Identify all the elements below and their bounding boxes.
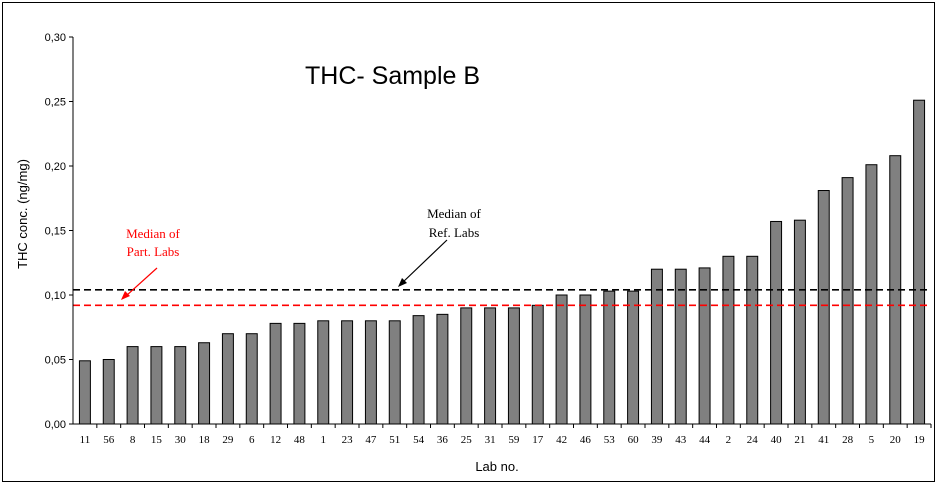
x-tick-label: 23	[342, 434, 354, 446]
bar-lab-53	[603, 290, 616, 425]
bar-lab-43	[674, 268, 687, 425]
bar-lab-60	[627, 290, 640, 425]
bar-lab-44	[698, 267, 711, 425]
x-tick-label: 6	[249, 434, 255, 446]
bar-lab-8	[126, 346, 139, 425]
bar-lab-17	[531, 304, 544, 425]
bar-lab-41	[817, 190, 830, 425]
x-tick-label: 2	[726, 434, 732, 446]
bar-lab-28	[841, 177, 854, 425]
ref-labs-label-line2: Ref. Labs	[429, 225, 480, 240]
x-tick-label: 5	[869, 434, 875, 446]
bar-lab-19	[913, 99, 926, 425]
bar-lab-12	[269, 322, 282, 425]
ref-labs-label-line1: Median of	[427, 206, 481, 221]
x-tick-label: 47	[365, 434, 377, 446]
x-tick-label: 8	[130, 434, 136, 446]
x-tick-label: 44	[699, 434, 711, 446]
x-tick-label: 46	[580, 434, 592, 446]
y-tick-label: 0,05	[45, 355, 66, 367]
y-tick-label: 0,00	[45, 419, 66, 431]
y-tick-label: 0,15	[45, 226, 66, 238]
bar-lab-24	[746, 255, 759, 425]
bar-lab-18	[198, 342, 211, 425]
bar-lab-25	[460, 307, 473, 425]
x-tick-label: 18	[199, 434, 211, 446]
x-tick-label: 39	[651, 434, 663, 446]
bar-lab-11	[78, 360, 91, 425]
bar-lab-23	[341, 320, 354, 425]
x-tick-label: 12	[270, 434, 281, 446]
x-tick-label: 24	[747, 434, 759, 446]
bar-lab-31	[484, 307, 497, 425]
bar-lab-2	[722, 255, 735, 425]
ref-labs-arrow-head	[398, 278, 407, 287]
y-axis-title: THC conc. (ng/mg)	[15, 159, 30, 269]
part-labs-arrow-head	[121, 291, 130, 300]
x-tick-label: 40	[771, 434, 783, 446]
x-axis-title: Lab no.	[475, 459, 518, 474]
bar-lab-5	[865, 164, 878, 425]
chart-title: THC- Sample B	[305, 62, 480, 90]
part-labs-arrow-shaft	[125, 267, 158, 297]
x-tick-label: 19	[914, 434, 926, 446]
bar-lab-54	[412, 315, 425, 425]
x-tick-label: 56	[103, 434, 115, 446]
bar-lab-56	[102, 359, 115, 425]
x-tick-label: 41	[818, 434, 829, 446]
ref-labs-arrow-shaft	[401, 239, 448, 284]
bar-lab-47	[364, 320, 377, 425]
x-tick-label: 17	[532, 434, 544, 446]
part-labs-label-line1: Median of	[126, 226, 180, 241]
x-tick-label: 29	[222, 434, 234, 446]
bar-lab-6	[245, 333, 258, 425]
x-tick-label: 43	[675, 434, 687, 446]
x-tick-label: 42	[556, 434, 567, 446]
y-tick-label: 0,10	[45, 290, 66, 302]
x-tick-label: 25	[461, 434, 473, 446]
part-labs-label-line2: Part. Labs	[127, 244, 180, 259]
bar-lab-42	[555, 294, 568, 425]
bar-lab-21	[793, 219, 806, 425]
bar-lab-51	[388, 320, 401, 425]
y-tick-label: 0,25	[45, 97, 66, 109]
bar-lab-40	[770, 220, 783, 425]
x-tick-label: 36	[437, 434, 449, 446]
bar-lab-46	[579, 294, 592, 425]
bar-lab-48	[293, 322, 306, 425]
x-tick-label: 30	[175, 434, 187, 446]
x-tick-label: 21	[794, 434, 805, 446]
bar-lab-30	[174, 346, 187, 425]
y-tick-label: 0,20	[45, 161, 66, 173]
x-tick-label: 51	[389, 434, 400, 446]
bar-lab-15	[150, 346, 163, 425]
x-tick-label: 20	[890, 434, 902, 446]
x-tick-label: 28	[842, 434, 854, 446]
x-tick-label: 31	[485, 434, 496, 446]
y-tick-label: 0,30	[45, 32, 66, 44]
x-tick-label: 15	[151, 434, 163, 446]
x-tick-label: 1	[321, 434, 327, 446]
bar-lab-1	[317, 320, 330, 425]
x-tick-label: 59	[508, 434, 520, 446]
x-tick-label: 60	[628, 434, 640, 446]
bar-lab-59	[507, 307, 520, 425]
bar-lab-39	[650, 268, 663, 425]
bar-lab-36	[436, 313, 449, 425]
x-tick-label: 11	[80, 434, 91, 446]
x-tick-label: 54	[413, 434, 425, 446]
x-tick-label: 53	[604, 434, 616, 446]
bar-lab-29	[221, 333, 234, 425]
x-tick-label: 48	[294, 434, 306, 446]
